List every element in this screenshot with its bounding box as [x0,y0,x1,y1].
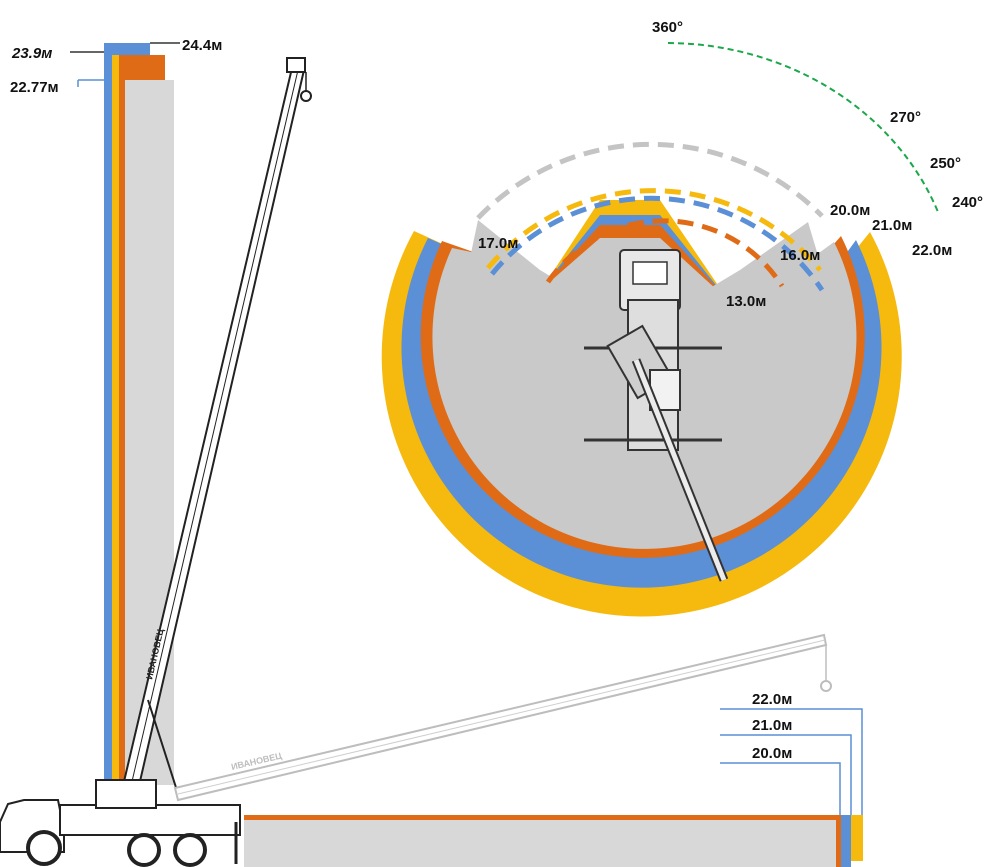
slewing-sector [470,220,820,340]
radius-label-13m: 13.0м [726,293,766,310]
angle-label-240: 240° [952,194,983,211]
truck-side-view [0,779,241,867]
radius-label-22m: 22.0м [912,242,952,259]
reach-label-21m: 21.0м [752,717,792,734]
crane-horizontal-boom [173,633,832,802]
reach-bar-orange-end [836,815,841,867]
radius-label-20m: 20.0м [830,202,870,219]
reach-label-22m: 22.0м [752,691,792,708]
height-bar-yellow [112,55,119,785]
wheel-rear-2 [173,833,207,867]
height-label-yellow: 24.4м [182,37,222,54]
reach-bar-gray [244,818,840,867]
rotation-diagram [381,42,939,617]
angle-label-360: 360° [652,19,683,36]
reach-bar-orange-top [244,815,840,820]
rotation-angle-arc [667,42,939,213]
dashed-arc-blue [490,195,825,292]
angle-label-250: 250° [930,155,961,172]
dashed-arc-gray [476,141,824,220]
radius-label-16m: 16.0м [780,247,820,264]
reach-bars [244,708,863,867]
reach-bar-yellow-end [851,815,863,861]
reach-label-20m: 20.0м [752,745,792,762]
dashed-arc-orange [545,218,785,288]
reach-bar-blue-end [841,815,851,867]
radius-label-17m: 17.0м [478,235,518,252]
dashed-arc-yellow [486,188,822,272]
height-bar-blue-top [104,43,150,55]
height-bar-blue [104,43,112,785]
truck-top-view [584,249,729,582]
height-bars [70,42,180,785]
height-label-blue: 23.9м [11,45,52,62]
radius-label-21m: 21.0м [872,217,912,234]
angle-label-270: 270° [890,109,921,126]
height-label-orange: 22.77м [10,79,59,96]
wheel-rear-1 [127,833,161,867]
wheel-front [26,830,62,866]
